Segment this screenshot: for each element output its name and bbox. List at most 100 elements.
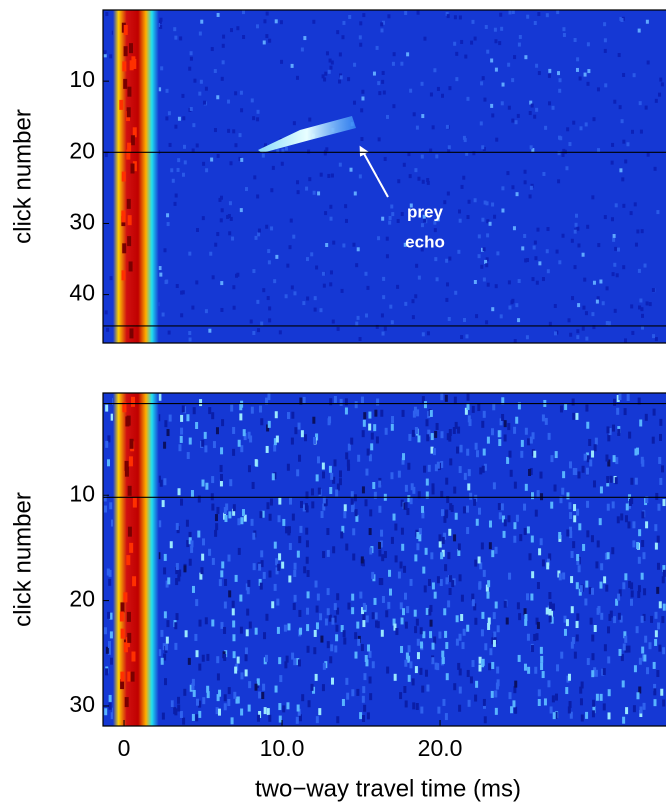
noise-cell (387, 601, 391, 609)
noise-cell (275, 558, 279, 566)
noise-cell (640, 229, 644, 234)
noise-cell (471, 593, 475, 601)
noise-cell (545, 607, 549, 615)
noise-cell (305, 257, 309, 262)
noise-cell (431, 125, 435, 130)
noise-cell (261, 510, 265, 518)
noise-cell (219, 474, 223, 482)
noise-cell (270, 226, 274, 231)
noise-cell (220, 281, 224, 286)
noise-cell (499, 314, 503, 319)
noise-cell (416, 652, 420, 660)
noise-cell (107, 641, 111, 649)
noise-cell (584, 311, 588, 316)
noise-cell (651, 436, 655, 444)
x-axis-label: two−way travel time (ms) (255, 775, 521, 802)
band-cell (120, 671, 125, 682)
noise-cell (538, 261, 542, 266)
noise-cell (229, 28, 233, 33)
noise-cell (163, 553, 167, 561)
noise-cell (338, 52, 342, 57)
noise-cell (459, 444, 463, 452)
noise-cell (302, 396, 306, 404)
noise-cell (557, 71, 561, 76)
noise-cell (444, 564, 448, 572)
noise-cell (158, 266, 162, 271)
noise-cell (575, 582, 579, 590)
noise-cell (482, 569, 486, 577)
noise-cell (446, 14, 450, 19)
noise-cell (178, 444, 182, 452)
noise-cell (565, 619, 569, 627)
noise-cell (523, 503, 527, 511)
noise-cell (108, 569, 112, 577)
noise-cell (322, 662, 326, 670)
noise-cell (634, 448, 638, 456)
noise-cell (475, 450, 479, 458)
noise-cell (593, 669, 597, 677)
noise-cell (254, 459, 258, 467)
noise-cell (163, 567, 167, 575)
noise-cell (487, 580, 491, 588)
noise-cell (648, 302, 652, 307)
noise-cell (430, 433, 434, 441)
noise-cell (562, 27, 566, 32)
noise-cell (517, 42, 521, 47)
noise-cell (318, 708, 322, 716)
noise-cell (245, 583, 249, 591)
noise-cell (220, 621, 224, 629)
noise-cell (237, 439, 241, 447)
noise-cell (520, 439, 524, 447)
band-cell (132, 497, 137, 508)
noise-cell (176, 167, 180, 172)
noise-cell (254, 683, 258, 691)
noise-cell (110, 657, 114, 665)
noise-cell (645, 301, 649, 306)
band-cell (123, 592, 128, 603)
noise-cell (336, 607, 340, 615)
noise-cell (362, 715, 366, 722)
noise-cell (511, 78, 515, 83)
noise-cell (277, 515, 281, 523)
noise-cell (383, 326, 387, 331)
noise-cell (527, 666, 531, 674)
noise-cell (360, 396, 364, 404)
noise-cell (266, 424, 270, 432)
noise-cell (470, 40, 474, 45)
noise-cell (441, 657, 445, 665)
noise-cell (161, 500, 165, 508)
noise-cell (421, 396, 425, 404)
noise-cell (160, 66, 164, 71)
noise-cell (235, 273, 239, 278)
noise-cell (441, 93, 445, 98)
noise-cell (577, 471, 581, 479)
noise-cell (227, 99, 231, 104)
noise-cell (500, 503, 504, 511)
noise-cell (618, 589, 622, 597)
noise-cell (238, 156, 242, 161)
noise-cell (393, 673, 397, 681)
noise-cell (297, 708, 301, 716)
noise-cell (659, 77, 663, 82)
noise-cell (607, 459, 611, 467)
noise-cell (604, 83, 608, 88)
noise-cell (221, 419, 225, 427)
noise-cell (227, 128, 231, 133)
noise-cell (556, 10, 560, 15)
noise-cell (530, 492, 534, 500)
noise-cell (542, 171, 546, 176)
noise-cell (209, 251, 213, 256)
noise-cell (392, 52, 396, 57)
noise-cell (353, 100, 357, 105)
noise-cell (214, 529, 218, 537)
noise-cell (531, 148, 535, 153)
noise-cell (348, 14, 352, 19)
noise-cell (588, 587, 592, 595)
noise-cell (465, 334, 469, 339)
noise-cell (180, 414, 184, 422)
noise-cell (491, 307, 495, 312)
noise-cell (288, 543, 292, 551)
noise-cell (477, 254, 481, 259)
noise-cell (490, 690, 494, 698)
